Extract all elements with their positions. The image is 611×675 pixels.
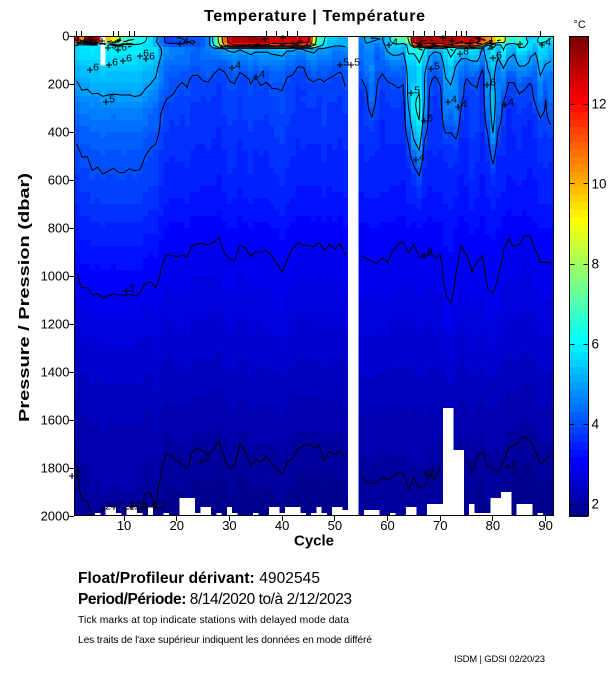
svg-text:90: 90 xyxy=(538,518,552,533)
svg-text:2: 2 xyxy=(75,468,81,480)
svg-text:1000: 1000 xyxy=(41,269,70,284)
svg-text:4: 4 xyxy=(419,152,425,164)
svg-text:10: 10 xyxy=(592,177,607,192)
svg-text:2: 2 xyxy=(150,499,156,511)
svg-text:4: 4 xyxy=(545,37,551,49)
svg-text:ISDM | GDSI 02/20/23: ISDM | GDSI 02/20/23 xyxy=(454,654,545,665)
svg-text:6: 6 xyxy=(93,62,99,74)
svg-text:4: 4 xyxy=(592,417,600,432)
svg-text:12: 12 xyxy=(592,97,607,112)
svg-text:60: 60 xyxy=(380,518,394,533)
svg-text:6: 6 xyxy=(149,51,155,63)
svg-text:6: 6 xyxy=(112,57,118,69)
svg-text:5: 5 xyxy=(354,57,360,69)
svg-text:6: 6 xyxy=(592,337,600,352)
svg-text:3: 3 xyxy=(129,283,135,295)
svg-text:4: 4 xyxy=(392,37,398,49)
svg-text:20: 20 xyxy=(170,518,184,533)
svg-text:1200: 1200 xyxy=(41,317,70,332)
svg-text:Les traits de l'axe supérieur: Les traits de l'axe supérieur indiquent … xyxy=(78,635,372,646)
svg-text:6: 6 xyxy=(427,113,433,125)
svg-text:2000: 2000 xyxy=(41,509,70,524)
svg-text:800: 800 xyxy=(48,221,70,236)
svg-text:Tick marks at top indicate sta: Tick marks at top indicate stations with… xyxy=(78,615,349,626)
svg-text:200: 200 xyxy=(48,77,70,92)
svg-text:6: 6 xyxy=(496,50,502,62)
svg-text:4: 4 xyxy=(259,69,265,81)
svg-text:6: 6 xyxy=(143,48,149,60)
svg-text:6: 6 xyxy=(490,77,496,89)
svg-text:Temperature | Température: Temperature | Température xyxy=(204,8,425,25)
svg-text:1600: 1600 xyxy=(41,413,70,428)
svg-text:4: 4 xyxy=(461,99,467,111)
svg-text:2: 2 xyxy=(204,453,210,465)
svg-text:4: 4 xyxy=(183,36,189,48)
svg-text:3: 3 xyxy=(427,247,433,259)
svg-text:5: 5 xyxy=(434,61,440,73)
svg-text:0: 0 xyxy=(62,29,69,44)
svg-text:2: 2 xyxy=(135,499,141,511)
svg-text:Period/Période: 8/14/2020 to/à: Period/Période: 8/14/2020 to/à 2/12/2023 xyxy=(78,591,352,608)
svg-text:2: 2 xyxy=(141,501,147,513)
svg-text:70: 70 xyxy=(433,518,447,533)
svg-text:2: 2 xyxy=(117,499,123,511)
svg-text:2: 2 xyxy=(105,501,111,513)
svg-text:8: 8 xyxy=(463,46,469,58)
svg-text:8: 8 xyxy=(592,257,600,272)
svg-text:6: 6 xyxy=(121,42,127,54)
svg-text:2: 2 xyxy=(592,497,600,512)
svg-text:2: 2 xyxy=(160,500,166,512)
svg-text:600: 600 xyxy=(48,173,70,188)
svg-text:30: 30 xyxy=(222,518,236,533)
svg-text:4: 4 xyxy=(451,94,457,106)
svg-text:Pressure / Pression (dbar): Pressure / Pression (dbar) xyxy=(17,173,33,422)
svg-text:1800: 1800 xyxy=(41,461,70,476)
svg-text:5: 5 xyxy=(343,57,349,69)
svg-text:4: 4 xyxy=(235,60,241,72)
svg-text:50: 50 xyxy=(328,518,342,533)
svg-text:Float/Profileur dérivant: 4902: Float/Profileur dérivant: 4902545 xyxy=(78,570,320,587)
svg-text:6: 6 xyxy=(126,53,132,65)
svg-text:1400: 1400 xyxy=(41,365,70,380)
svg-text:5: 5 xyxy=(109,94,115,106)
svg-text:5: 5 xyxy=(111,40,117,52)
svg-text:2: 2 xyxy=(511,459,517,471)
svg-text:°C: °C xyxy=(574,19,586,31)
svg-text:5: 5 xyxy=(414,85,420,97)
svg-text:4: 4 xyxy=(508,97,514,109)
svg-text:80: 80 xyxy=(486,518,500,533)
svg-text:Cycle: Cycle xyxy=(294,533,334,550)
svg-text:10: 10 xyxy=(117,518,131,533)
svg-text:400: 400 xyxy=(48,125,70,140)
svg-text:2: 2 xyxy=(129,501,135,513)
svg-text:2: 2 xyxy=(429,466,435,478)
svg-text:40: 40 xyxy=(275,518,289,533)
